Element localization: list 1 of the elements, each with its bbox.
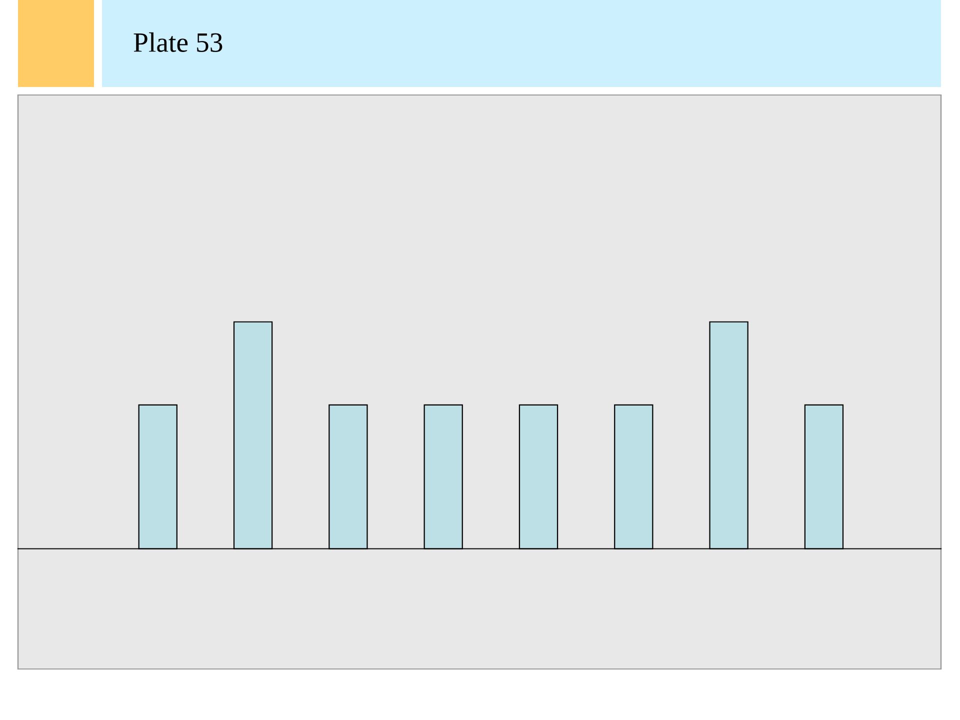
chart-title: Plate 53 — [134, 32, 222, 52]
